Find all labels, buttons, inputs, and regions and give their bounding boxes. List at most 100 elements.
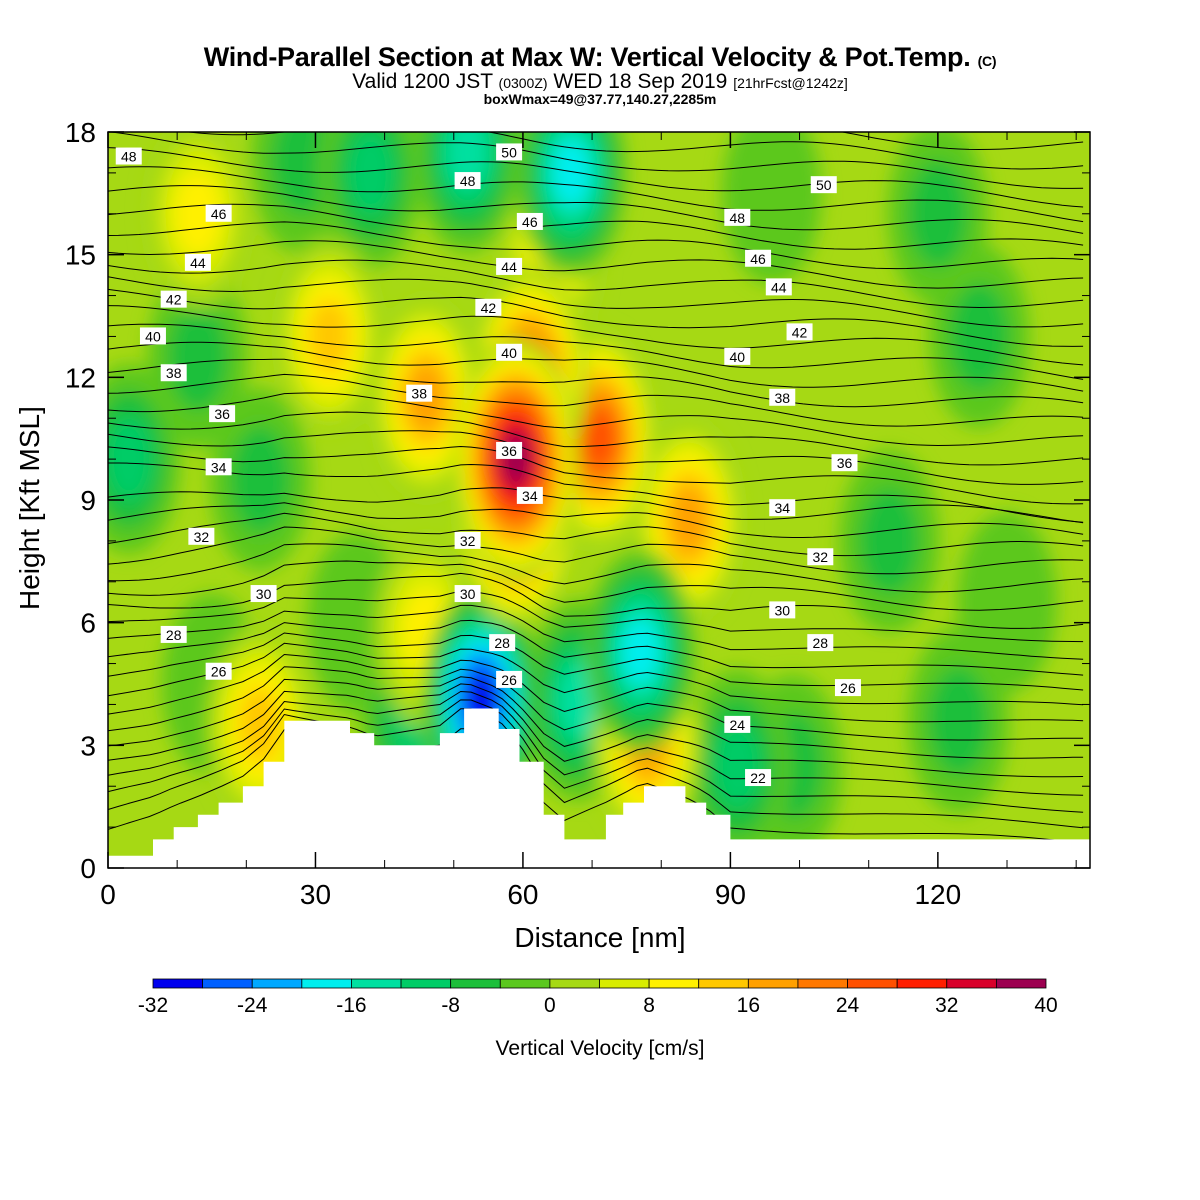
- theta-label-bg: [475, 298, 502, 316]
- theta-label-bg: [250, 585, 277, 603]
- theta-label: 36: [496, 441, 523, 459]
- theta-label: 26: [834, 679, 861, 697]
- theta-label-bg: [115, 147, 142, 165]
- theta-label-text: 38: [774, 390, 790, 406]
- theta-label-text: 26: [211, 664, 227, 680]
- theta-label-bg: [205, 662, 232, 680]
- chart-title: Wind-Parallel Section at Max W: Vertical…: [0, 42, 1200, 73]
- colorbar-tick-label: -16: [336, 994, 366, 1017]
- vv-blob: [500, 432, 532, 486]
- theta-label-bg: [205, 458, 232, 476]
- theta-label: 46: [205, 204, 232, 222]
- theta-contours: [108, 132, 1084, 844]
- isentrope-line: [108, 203, 1084, 250]
- y-tick-label: 0: [80, 853, 96, 884]
- theta-labels: 22 24 26 26 26 28 28 28 30 30 30 32 32 32 34 34 34 36 36 36…: [115, 143, 861, 787]
- theta-label-text: 26: [840, 680, 856, 696]
- vv-blob: [722, 132, 822, 284]
- isentrope-line: [108, 445, 1084, 505]
- colorbar-tick-label: -8: [441, 994, 460, 1017]
- y-tick-label: 12: [65, 362, 96, 393]
- theta-label-text: 38: [166, 365, 182, 381]
- theta-label: 30: [250, 585, 277, 603]
- theta-label-bg: [765, 278, 792, 296]
- theta-label-bg: [209, 405, 236, 423]
- theta-label: 40: [724, 347, 751, 365]
- theta-label-bg: [496, 143, 523, 161]
- theta-label: 26: [496, 670, 523, 688]
- isentrope-line: [108, 305, 1084, 366]
- vv-blob: [670, 487, 708, 554]
- theta-label-text: 30: [256, 586, 272, 602]
- y-tick-label: 3: [80, 730, 96, 761]
- theta-label-text: 42: [792, 324, 808, 340]
- vv-blob: [713, 722, 762, 809]
- theta-label: 46: [516, 212, 543, 230]
- theta-label: 34: [516, 486, 543, 504]
- colorbar-swatch: [202, 978, 253, 989]
- theta-label: 46: [745, 249, 772, 267]
- theta-label: 50: [810, 176, 837, 194]
- isentrope-line: [108, 642, 1084, 706]
- theta-label-text: 46: [750, 251, 766, 267]
- theta-label: 22: [745, 769, 772, 787]
- isentrope-line: [108, 166, 1084, 223]
- colorbar-tick-label: 40: [1034, 994, 1057, 1017]
- theta-label: 38: [406, 384, 433, 402]
- theta-label-bg: [184, 253, 211, 271]
- theta-label-bg: [406, 384, 433, 402]
- isentrope-line: [108, 619, 1084, 676]
- colorbar-swatch: [599, 978, 650, 989]
- theta-label-text: 48: [730, 210, 746, 226]
- theta-label-bg: [454, 531, 481, 549]
- theta-label-text: 48: [460, 173, 476, 189]
- vv-blob: [949, 282, 1010, 391]
- vv-blob: [582, 409, 616, 469]
- theta-label-bg: [496, 343, 523, 361]
- isentrope-line: [108, 708, 1084, 829]
- colorbar-swatch: [152, 978, 204, 989]
- colorbar-swatch: [797, 978, 848, 989]
- vv-blob: [859, 487, 920, 595]
- theta-label-text: 28: [494, 635, 510, 651]
- theta-label: 24: [724, 715, 751, 733]
- colorbar-swatch: [301, 978, 352, 989]
- isentrope-line: [108, 690, 1084, 796]
- theta-label: 44: [765, 278, 792, 296]
- isentrope-line: [108, 259, 1084, 309]
- isentrope-line: [108, 632, 1084, 691]
- theta-label: 28: [807, 634, 834, 652]
- theta-label-bg: [786, 323, 813, 341]
- theta-label: 28: [489, 634, 516, 652]
- isentrope-line: [108, 699, 1084, 813]
- theta-label-bg: [496, 257, 523, 275]
- colorbar-swatch: [499, 978, 551, 989]
- isentrope-line: [108, 728, 1084, 844]
- vv-blob: [308, 299, 351, 374]
- colorbar-swatch: [946, 978, 997, 989]
- theta-label: 38: [769, 388, 796, 406]
- theta-label-bg: [724, 208, 751, 226]
- theta-label-bg: [160, 364, 187, 382]
- isentrope-line: [108, 430, 1084, 485]
- theta-label-text: 28: [166, 627, 182, 643]
- theta-label-bg: [516, 486, 543, 504]
- theta-label: 44: [184, 253, 211, 271]
- theta-label-bg: [769, 499, 796, 517]
- isentrope-line: [108, 487, 1084, 524]
- vv-blob: [239, 687, 282, 762]
- theta-label: 26: [205, 662, 232, 680]
- theta-label: 48: [724, 208, 751, 226]
- colorbar-swatch: [847, 978, 898, 989]
- isentrope-line: [108, 221, 1084, 270]
- theta-label-text: 30: [460, 586, 476, 602]
- colorbar-swatch: [400, 978, 452, 989]
- theta-label-bg: [205, 204, 232, 222]
- colorbar-label: Vertical Velocity [cm/s]: [495, 1037, 705, 1060]
- theta-label: 30: [454, 585, 481, 603]
- theta-label-text: 26: [501, 672, 517, 688]
- theta-label-bg: [745, 249, 772, 267]
- isentrope-line: [108, 560, 1084, 611]
- colorbar-swatch: [648, 978, 700, 989]
